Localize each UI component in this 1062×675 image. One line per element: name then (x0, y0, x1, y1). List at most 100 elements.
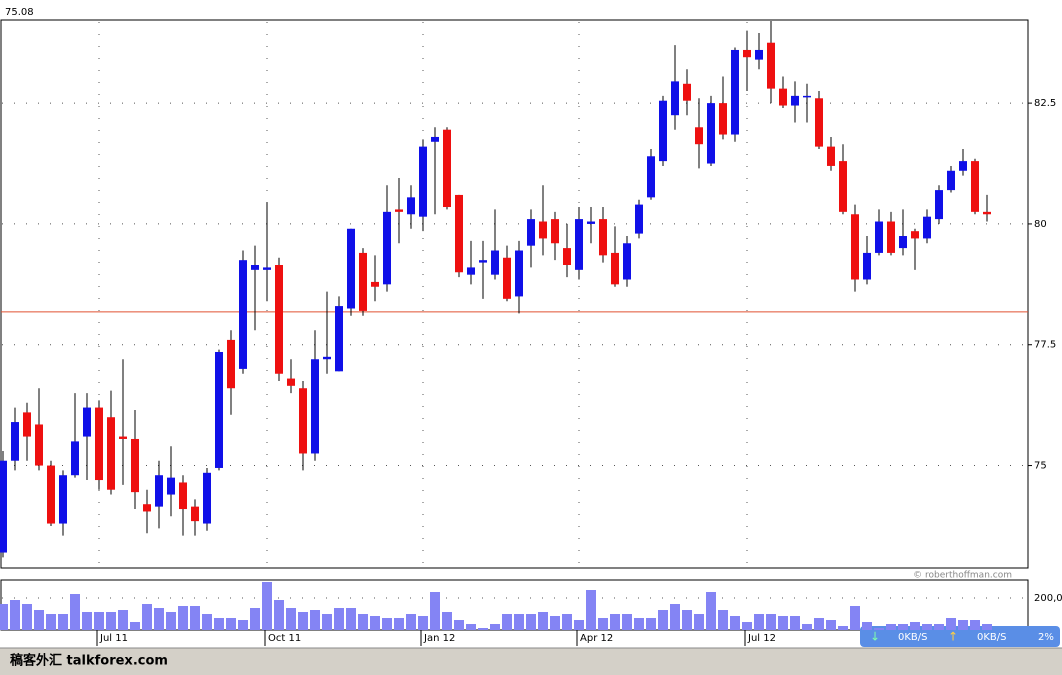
volume-bar (286, 608, 296, 630)
volume-bar (382, 618, 392, 630)
candle-body (671, 81, 679, 116)
candle-body (503, 257, 511, 299)
y-tick-label: 75 (1034, 461, 1047, 472)
candle-body (491, 250, 499, 275)
percent: 2% (1038, 632, 1054, 643)
candle-body (863, 252, 871, 280)
price-panel (0, 19, 1029, 569)
candle-body (359, 252, 367, 311)
candle-body (311, 359, 319, 454)
candle-body (911, 231, 919, 239)
volume-bar (238, 620, 248, 630)
volume-bar (562, 614, 572, 630)
up-icon: ↑ (948, 630, 958, 644)
candle-body (287, 378, 295, 386)
candle-body (647, 156, 655, 198)
volume-bar (670, 604, 680, 630)
candle-body (875, 221, 883, 253)
up-speed: 0KB/S (977, 632, 1007, 643)
volume-bar (466, 624, 476, 630)
watermark: 稿客外汇 talkforex.com (10, 653, 168, 669)
volume-bar (478, 628, 488, 630)
candle-body (539, 221, 547, 239)
candle-body (719, 103, 727, 135)
volume-bar (82, 612, 92, 630)
x-tick-label: Jul 11 (99, 633, 128, 644)
volume-bar (70, 594, 80, 630)
volume-bar (526, 614, 536, 630)
candle-body (467, 267, 475, 275)
volume-bar (958, 620, 968, 630)
volume-bar (862, 622, 872, 630)
down-speed: 0KB/S (898, 632, 928, 643)
candle-body (623, 243, 631, 280)
volume-bar (718, 610, 728, 630)
candle-body (71, 441, 79, 476)
volume-bar (454, 620, 464, 630)
candle-body (887, 221, 895, 253)
volume-bar (0, 604, 8, 630)
candle-body (563, 248, 571, 266)
volume-bar (178, 606, 188, 630)
candle-body (971, 161, 979, 212)
candle-body (791, 95, 799, 106)
candle-body (263, 267, 271, 270)
candle-body (575, 219, 583, 270)
volume-bar (34, 610, 44, 630)
x-tick-label: Apr 12 (580, 633, 613, 644)
volume-bar (274, 600, 284, 630)
volume-bar (886, 624, 896, 630)
candle-body (779, 88, 787, 106)
candle-body (335, 306, 343, 372)
volume-bar (190, 606, 200, 630)
header: 75.08 (5, 7, 34, 18)
candle-body (659, 100, 667, 162)
volume-bar (442, 612, 452, 630)
volume-bar (250, 608, 260, 630)
volume-bar (874, 628, 884, 630)
volume-bar (982, 624, 992, 630)
volume-bar (334, 608, 344, 630)
candle-body (635, 204, 643, 234)
candle-body (143, 504, 151, 512)
volume-bar (130, 622, 140, 630)
volume-bar (622, 614, 632, 630)
volume-bar (598, 618, 608, 630)
candle-body (299, 388, 307, 454)
candle-body (191, 506, 199, 522)
volume-bar (10, 600, 20, 630)
candle-body (11, 422, 19, 461)
status-bar (0, 648, 1062, 675)
x-tick-label: Jul 12 (747, 633, 776, 644)
candle-body (59, 475, 67, 524)
volume-bar (346, 608, 356, 630)
volume-bar (826, 620, 836, 630)
candle-body (431, 136, 439, 142)
candle-body (131, 438, 139, 493)
volume-bar (118, 610, 128, 630)
volume-bar (790, 616, 800, 630)
volume-bar (46, 614, 56, 630)
candle-body (407, 197, 415, 215)
candle-body (383, 211, 391, 285)
volume-bar (370, 616, 380, 630)
candle-body (83, 407, 91, 437)
volume-bar (814, 618, 824, 630)
candle-body (515, 250, 523, 297)
candle-body (119, 436, 127, 439)
volume-bar (910, 622, 920, 630)
candle-body (923, 216, 931, 239)
volume-bar (754, 614, 764, 630)
candle-body (167, 477, 175, 495)
candle-body (227, 339, 235, 389)
candle-body (587, 221, 595, 224)
candle-body (347, 228, 355, 309)
y-tick-label: 80 (1034, 219, 1047, 230)
volume-bar (94, 612, 104, 630)
candle-body (455, 194, 463, 273)
volume-bar (838, 626, 848, 630)
volume-bar (202, 614, 212, 630)
volume-bar (742, 622, 752, 630)
